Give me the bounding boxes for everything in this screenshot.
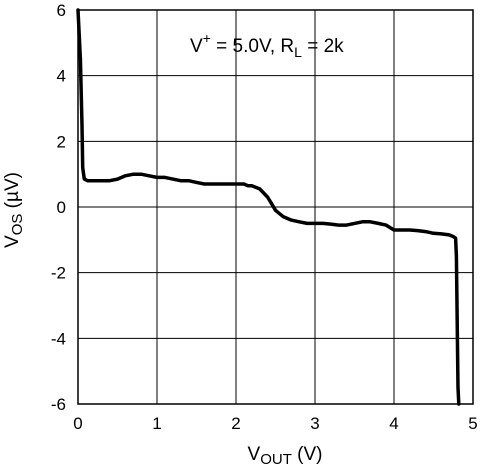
- y-axis-label: VOS (µV): [2, 172, 26, 248]
- x-tick-label: 0: [73, 414, 82, 433]
- x-tick-label: 5: [468, 414, 477, 433]
- series-layer: [76, 8, 461, 406]
- y-tick-label: -4: [51, 329, 66, 348]
- y-tick-label: 0: [57, 198, 66, 217]
- y-tick-label: 2: [57, 132, 66, 151]
- y-axis-label-sub: OS: [9, 214, 26, 236]
- y-axis-label-main: V: [2, 235, 23, 248]
- annotation-part-super: +: [203, 30, 211, 46]
- series-line: [76, 8, 461, 406]
- y-axis-label-unit: (µV): [2, 172, 23, 214]
- x-axis-label-unit: (V): [292, 444, 323, 465]
- chart-annotation: V+ = 5.0V, RL = 2k: [190, 30, 344, 60]
- x-axis-label-main: V: [248, 444, 261, 465]
- tick-labels: 0 1 2 3 4 5 -6 -4 -2 0 2 4 6: [51, 1, 478, 433]
- x-tick-label: 2: [231, 414, 240, 433]
- y-tick-label: -6: [51, 395, 66, 414]
- annotation-part-normal: = 2k: [302, 36, 344, 57]
- annotation-part-normal: = 5.0V, R: [211, 36, 294, 57]
- x-tick-label: 1: [152, 414, 161, 433]
- annotation-part-sub: L: [294, 44, 302, 60]
- y-tick-label: 6: [57, 1, 66, 20]
- annotation-part-normal: V: [190, 36, 203, 57]
- y-tick-label: -2: [51, 264, 66, 283]
- plot-frame: [77, 9, 474, 405]
- y-tick-label: 4: [57, 67, 66, 86]
- x-tick-label: 4: [389, 414, 398, 433]
- x-axis-label: VOUT (V): [248, 444, 323, 465]
- x-axis-label-sub: OUT: [260, 451, 292, 465]
- x-tick-label: 3: [310, 414, 319, 433]
